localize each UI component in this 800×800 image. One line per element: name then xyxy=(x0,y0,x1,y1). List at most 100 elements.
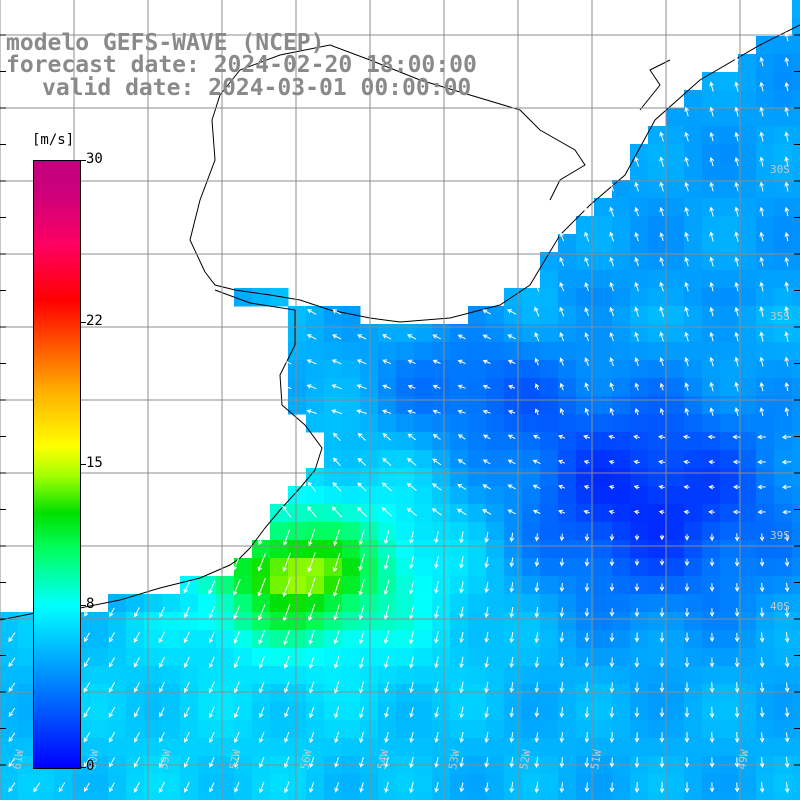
wind-speed-cell xyxy=(594,558,613,577)
wind-speed-cell xyxy=(342,594,361,613)
wind-speed-cell xyxy=(342,648,361,667)
wind-vector xyxy=(709,757,715,768)
wind-speed-cell xyxy=(504,468,523,487)
wind-vector xyxy=(609,682,615,693)
wind-speed-cell xyxy=(378,468,397,487)
wind-vector xyxy=(257,553,266,572)
wind-speed-cell xyxy=(756,486,775,505)
wind-vector xyxy=(484,681,489,694)
wind-speed-cell xyxy=(126,648,145,667)
wind-speed-cell xyxy=(702,270,721,289)
wind-speed-cell xyxy=(720,468,739,487)
wind-speed-cell xyxy=(306,540,325,559)
wind-speed-cell xyxy=(792,414,800,433)
wind-speed-cell xyxy=(450,612,469,631)
wind-vector xyxy=(558,484,566,490)
wind-speed-cell xyxy=(612,360,631,379)
wind-speed-cell xyxy=(648,414,667,433)
wind-vector xyxy=(759,732,765,743)
wind-speed-cell xyxy=(792,432,800,451)
wind-speed-cell xyxy=(666,774,685,793)
wind-speed-cell xyxy=(540,432,559,451)
wind-speed-cell xyxy=(486,558,505,577)
wind-speed-cell xyxy=(702,576,721,595)
wind-speed-cell xyxy=(522,396,541,415)
wind-speed-cell xyxy=(234,684,253,703)
wind-speed-cell xyxy=(612,342,631,361)
wind-vector xyxy=(33,782,41,793)
wind-speed-cell xyxy=(630,396,649,415)
wind-speed-cell xyxy=(396,666,415,685)
wind-vector xyxy=(359,706,365,719)
wind-vector xyxy=(784,131,789,142)
wind-vector xyxy=(408,580,415,595)
wind-vector xyxy=(183,581,191,594)
wind-vector xyxy=(208,656,215,669)
wind-speed-cell xyxy=(630,216,649,235)
wind-speed-cell xyxy=(612,324,631,343)
wind-vector xyxy=(684,106,689,117)
wind-vector xyxy=(482,509,492,515)
wind-vector xyxy=(281,384,292,390)
wind-vector xyxy=(709,306,714,317)
lon-label: 54W xyxy=(375,748,391,770)
wind-vector xyxy=(509,582,515,593)
wind-speed-cell xyxy=(648,522,667,541)
wind-speed-cell xyxy=(576,774,595,793)
wind-speed-cell xyxy=(594,360,613,379)
wind-speed-cell xyxy=(324,774,343,793)
wind-speed-cell xyxy=(0,720,19,739)
wind-vector xyxy=(507,409,516,415)
wind-vector xyxy=(484,656,489,669)
wind-vector xyxy=(659,382,665,391)
wind-speed-cell xyxy=(522,378,541,397)
wind-speed-cell xyxy=(180,702,199,721)
wind-speed-cell xyxy=(216,576,235,595)
wind-vector xyxy=(257,578,266,597)
wind-speed-cell xyxy=(360,630,379,649)
wind-vector xyxy=(734,131,740,142)
wind-vector xyxy=(659,756,665,769)
wind-speed-cell xyxy=(720,594,739,613)
wind-speed-cell xyxy=(414,648,433,667)
wind-speed-cell xyxy=(144,630,163,649)
wind-vector xyxy=(609,306,614,317)
wind-vector xyxy=(83,782,90,793)
wind-speed-cell xyxy=(774,288,793,307)
wind-vector xyxy=(309,756,315,768)
wind-speed-cell xyxy=(90,630,109,649)
country-border xyxy=(189,44,586,273)
wind-speed-cell xyxy=(378,666,397,685)
wind-vector xyxy=(332,457,341,467)
wind-speed-cell xyxy=(252,666,271,685)
wind-speed-cell xyxy=(540,288,559,307)
wind-speed-cell xyxy=(684,90,703,109)
wind-vector xyxy=(609,382,614,391)
wind-vector xyxy=(759,533,765,542)
wind-speed-cell xyxy=(288,684,307,703)
wind-speed-cell xyxy=(324,792,343,800)
wind-speed-cell xyxy=(378,720,397,739)
wind-speed-cell xyxy=(378,594,397,613)
wind-vector xyxy=(784,607,790,618)
wind-vector xyxy=(559,707,565,718)
wind-speed-cell xyxy=(252,774,271,793)
wind-speed-cell xyxy=(792,504,800,523)
wind-speed-cell xyxy=(432,630,451,649)
wind-speed-cell xyxy=(504,306,523,325)
wind-vector xyxy=(609,256,614,267)
wind-speed-cell xyxy=(540,342,559,361)
wind-speed-cell xyxy=(360,450,379,469)
wind-speed-cell xyxy=(684,234,703,253)
wind-speed-cell xyxy=(486,306,505,325)
wind-speed-cell xyxy=(504,540,523,559)
wind-vector xyxy=(484,631,489,644)
wind-vector xyxy=(334,757,339,768)
wind-speed-cell xyxy=(756,414,775,433)
wind-vector xyxy=(559,533,565,542)
wind-speed-cell xyxy=(504,450,523,469)
wind-speed-cell xyxy=(288,576,307,595)
wind-vector xyxy=(331,506,342,518)
wind-vector xyxy=(584,256,590,267)
wind-speed-cell xyxy=(612,702,631,721)
